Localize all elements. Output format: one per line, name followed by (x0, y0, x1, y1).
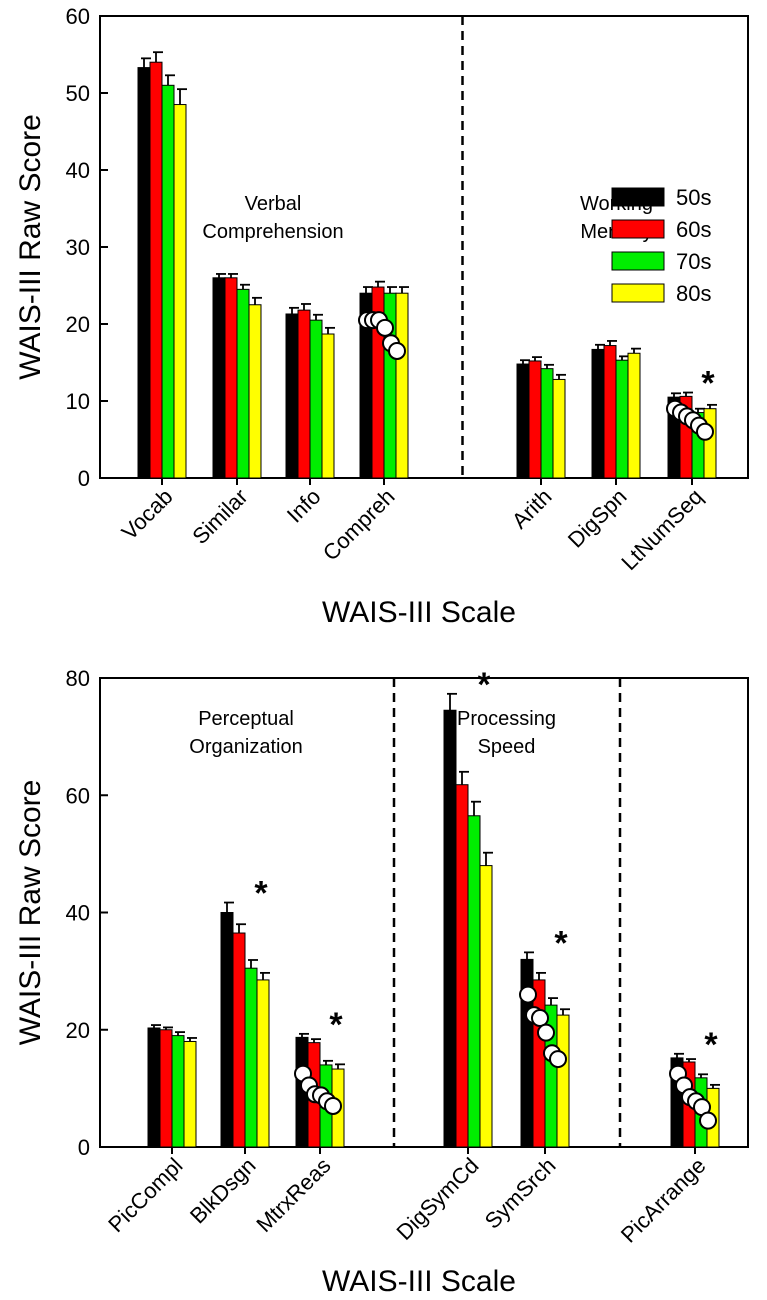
top-bar-60s (224, 277, 238, 479)
top-bar-80s (627, 352, 641, 479)
bottom-bar-50s (147, 1027, 161, 1148)
top-ytick-label: 30 (66, 235, 90, 260)
top-bar-60s (603, 345, 617, 479)
bottom-bar-70s (467, 815, 481, 1148)
bottom-circle-marker (549, 1050, 567, 1069)
chart-top: 0102030405060VerbalComprehensionWorkingM… (14, 4, 749, 629)
top-legend-label: 60s (676, 217, 711, 242)
bottom-ytick-label: 60 (66, 783, 90, 808)
top-bar-50s (285, 313, 299, 479)
top-legend-swatch-80s (611, 283, 665, 303)
top-bar-70s (236, 288, 250, 479)
top-bar-80s (703, 408, 717, 479)
top-legend-label: 50s (676, 185, 711, 210)
top-bar-80s (395, 292, 409, 479)
bottom-circle-marker (519, 985, 537, 1004)
bottom-category-label: MtrxReas (251, 1153, 335, 1237)
top-ytick-label: 10 (66, 389, 90, 414)
top-bar-50s (591, 348, 605, 479)
bottom-significance-marker: * (554, 924, 568, 962)
top-bar-80s (248, 304, 262, 479)
top-group-label: Comprehension (202, 221, 343, 243)
top-category-label: LtNumSeq (616, 484, 707, 575)
bottom-significance-marker: * (704, 1026, 718, 1064)
bottom-bar-70s (244, 967, 258, 1148)
top-bar-60s (528, 360, 542, 479)
top-ytick-label: 50 (66, 81, 90, 106)
top-legend-swatch-50s (611, 187, 665, 207)
top-circle-marker (696, 422, 714, 441)
top-legend-label: 70s (676, 249, 711, 274)
bottom-bar-60s (232, 932, 246, 1148)
bottom-bar-80s (479, 865, 493, 1148)
bottom-category-label: PicCompl (103, 1153, 187, 1237)
top-group-label: Verbal (245, 193, 302, 215)
top-category-label: DigSpn (563, 484, 632, 553)
bottom-category-label: PicArrange (616, 1153, 711, 1248)
top-xlabel: WAIS-III Scale (322, 596, 516, 629)
bottom-bar-80s (556, 1014, 570, 1148)
bottom-bar-60s (532, 979, 546, 1148)
bottom-category-label: BlkDsgn (185, 1153, 261, 1229)
top-bar-70s (161, 84, 175, 479)
top-category-label: Vocab (117, 484, 178, 545)
bottom-bar-70s (171, 1035, 185, 1148)
bottom-ylabel: WAIS-III Raw Score (14, 780, 47, 1046)
bottom-circle-marker (324, 1096, 342, 1115)
bottom-group-label: Speed (478, 736, 536, 758)
bottom-bar-50s (220, 912, 234, 1148)
bottom-circle-marker (699, 1111, 717, 1130)
top-ytick-label: 20 (66, 312, 90, 337)
bottom-bar-60s (455, 784, 469, 1148)
bottom-group-label: Perceptual (198, 708, 294, 730)
top-circle-marker (376, 318, 394, 337)
bottom-bar-50s (443, 709, 457, 1148)
bottom-bar-60s (159, 1029, 173, 1148)
bottom-significance-marker: * (329, 1006, 343, 1044)
bottom-xlabel: WAIS-III Scale (322, 1265, 516, 1298)
top-bar-60s (297, 309, 311, 479)
top-bar-80s (552, 378, 566, 479)
top-legend-swatch-60s (611, 219, 665, 239)
top-legend-label: 80s (676, 281, 711, 306)
bottom-group-label: Organization (189, 736, 302, 758)
top-ytick-label: 0 (78, 466, 90, 491)
top-bar-70s (540, 368, 554, 479)
bottom-ytick-label: 20 (66, 1018, 90, 1043)
top-bar-50s (212, 277, 226, 479)
bottom-circle-marker (531, 1009, 549, 1028)
bottom-significance-marker: * (254, 875, 268, 913)
bottom-ytick-label: 80 (66, 666, 90, 691)
top-ytick-label: 40 (66, 158, 90, 183)
top-category-label: Info (282, 484, 326, 528)
top-significance-marker: * (701, 365, 715, 403)
top-bar-80s (173, 104, 187, 479)
chart-bottom: 0 20 40 60 80 Perceptual Organization Processin… (14, 666, 749, 1298)
bottom-bar-80s (256, 979, 270, 1148)
bottom-category-label: DigSymCd (392, 1153, 484, 1245)
top-ytick-label: 60 (66, 4, 90, 29)
bottom-circle-marker (537, 1023, 555, 1042)
top-bar-50s (137, 67, 151, 479)
top-bar-80s (321, 333, 335, 479)
bottom-significance-marker: * (477, 666, 491, 704)
top-circle-marker (388, 341, 406, 360)
bottom-ytick-label: 0 (78, 1135, 90, 1160)
bottom-category-label: SymSrch (480, 1153, 561, 1234)
bottom-bar-80s (183, 1040, 197, 1148)
top-category-label: Arith (507, 484, 557, 534)
top-category-label: Similar (187, 484, 252, 549)
top-bar-70s (309, 319, 323, 479)
top-plot-frame (99, 15, 749, 479)
top-legend-swatch-70s (611, 251, 665, 271)
top-category-label: Compreh (318, 484, 400, 566)
top-bar-70s (615, 359, 629, 479)
bottom-ytick-label: 40 (66, 901, 90, 926)
bottom-group-label: Processing (457, 708, 556, 730)
top-bar-60s (149, 61, 163, 479)
top-bar-50s (516, 363, 530, 479)
top-ylabel: WAIS-III Raw Score (14, 114, 47, 380)
